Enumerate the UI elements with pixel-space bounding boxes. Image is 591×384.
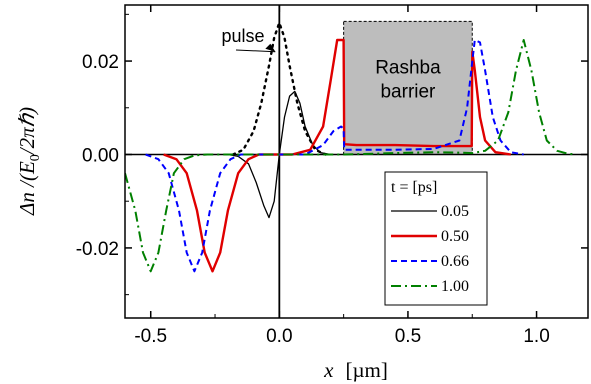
- x-tick-label: 1.0: [523, 326, 549, 347]
- y-axis-subscript: 0: [28, 154, 43, 161]
- pulse-arrow: [235, 49, 276, 53]
- legend-label-1.00: 1.00: [441, 278, 469, 295]
- legend-box: [384, 171, 488, 306]
- y-axis-suffix: /2πℏ): [15, 107, 39, 155]
- x-axis-symbol: x: [323, 358, 334, 382]
- series-0.50: [163, 38, 511, 273]
- legend-label-0.50: 0.50: [441, 228, 469, 245]
- y-axis-title: Δn /(E0/2πℏ): [15, 107, 43, 216]
- x-tick-label: 0.0: [266, 326, 292, 347]
- y-axis-prefix: Δn /(E: [15, 161, 39, 216]
- legend-title: t = [ps]: [391, 179, 437, 196]
- rashba-barrier: [343, 20, 473, 155]
- pulse-arrowhead: [265, 43, 276, 52]
- x-tick-label: -0.5: [134, 326, 167, 347]
- series-0.66: [145, 39, 524, 273]
- y-tick-label: 0.02: [82, 52, 119, 73]
- legend-label-0.05: 0.05: [441, 203, 469, 220]
- y-tick-label: 0.00: [82, 145, 119, 166]
- x-axis-title: x [µm]: [323, 358, 388, 382]
- barrier-label-line1: Rashba: [375, 57, 441, 78]
- series-0.05: [227, 90, 331, 219]
- plot-frame: [124, 4, 589, 319]
- barrier-label-line2: barrier: [380, 81, 436, 102]
- x-axis-unit: [µm]: [345, 358, 387, 382]
- y-tick-label: -0.02: [76, 239, 119, 260]
- legend-label-0.66: 0.66: [441, 253, 469, 270]
- x-tick-label: 0.5: [395, 326, 421, 347]
- series-1.00: [125, 39, 576, 273]
- pulse-label: pulse: [221, 26, 264, 46]
